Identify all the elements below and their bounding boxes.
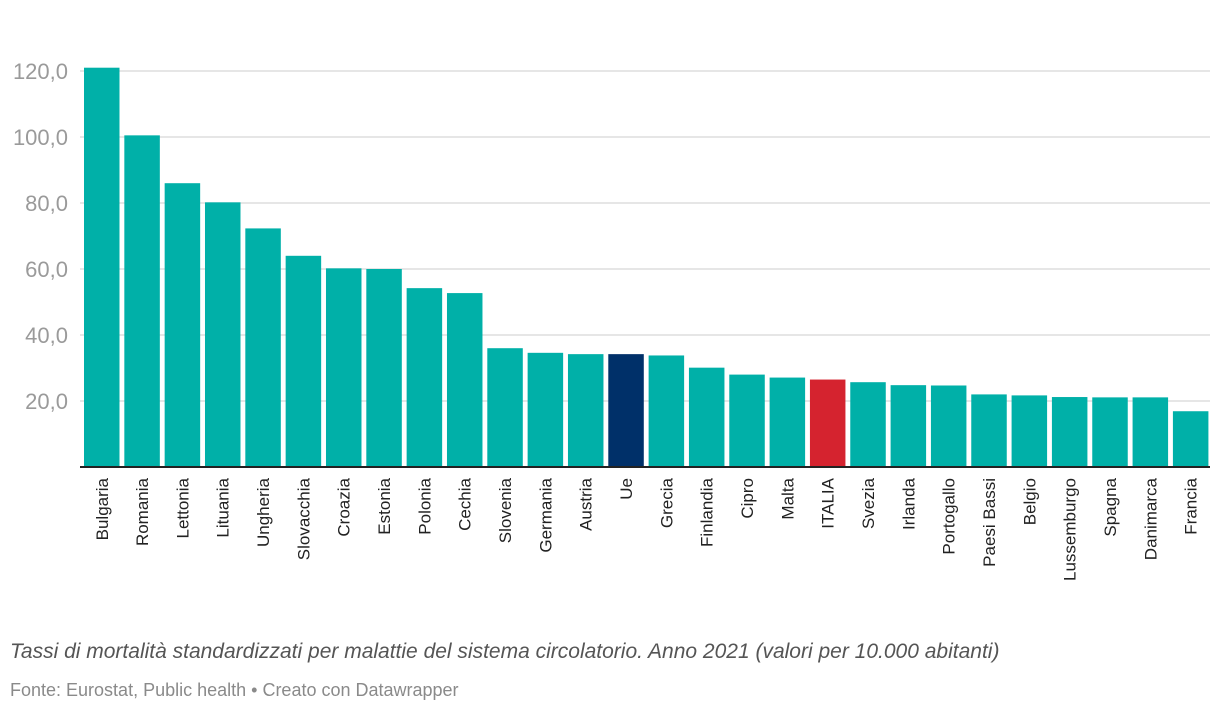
chart-caption: Tassi di mortalità standardizzati per ma…	[10, 640, 1000, 663]
bar-lituania	[204, 202, 241, 467]
bar-malta	[769, 377, 806, 467]
x-tick-label: Lussemburgo	[1061, 478, 1080, 581]
bar-francia	[1172, 411, 1209, 467]
y-tick-label: 100,0	[13, 125, 68, 150]
bars	[84, 67, 1209, 467]
y-tick-label: 80,0	[25, 191, 68, 216]
x-tick-label: Estonia	[375, 477, 394, 534]
bar-chart: 20,0 40,0 60,0 80,0 100,0 120,0 Bulgaria Roman…	[13, 59, 1210, 581]
x-tick-label: Germania	[536, 477, 555, 552]
bar-portogallo	[930, 385, 967, 467]
x-tick-label: Irlanda	[899, 477, 918, 530]
bar-austria	[567, 354, 604, 467]
y-tick-label: 120,0	[13, 59, 68, 84]
x-tick-label: Belgio	[1020, 478, 1039, 525]
x-tick-label: Finlandia	[698, 477, 717, 547]
x-tick-label: Ungheria	[254, 477, 273, 547]
bar-ungheria	[245, 228, 281, 467]
y-tick-label: 60,0	[25, 257, 68, 282]
x-tick-label: ITALIA	[819, 477, 838, 528]
bar-svezia	[850, 382, 886, 467]
bar-irlanda	[890, 385, 927, 467]
bar-bulgaria	[84, 67, 120, 467]
x-tick-label: Lettonia	[173, 477, 192, 538]
y-tick-label: 40,0	[25, 323, 68, 348]
chart-source: Fonte: Eurostat, Public health • Creato …	[10, 680, 459, 700]
x-tick-label: Malta	[778, 477, 797, 519]
bar-estonia	[366, 269, 402, 467]
x-tick-label: Svezia	[859, 477, 878, 529]
bar-ue	[608, 354, 644, 467]
y-axis-ticks: 20,0 40,0 60,0 80,0 100,0 120,0	[13, 59, 68, 414]
x-tick-label: Romania	[133, 477, 152, 546]
x-tick-label: Grecia	[657, 477, 676, 528]
x-tick-label: Francia	[1182, 477, 1201, 534]
bar-germania	[527, 352, 564, 467]
bar-cechia	[446, 293, 483, 467]
x-tick-label: Cechia	[456, 477, 475, 530]
bar-lussemburgo	[1051, 397, 1088, 467]
x-axis-labels: Bulgaria Romania Lettonia Lituania Ungheria S…	[93, 477, 1201, 581]
x-tick-label: Lituania	[214, 477, 233, 537]
bar-paesi-bassi	[971, 394, 1007, 467]
bar-slovenia	[487, 348, 523, 467]
x-tick-label: Slovenia	[496, 477, 515, 543]
bar-polonia	[406, 288, 443, 467]
bar-belgio	[1011, 395, 1048, 467]
x-tick-label: Slovacchia	[294, 477, 313, 560]
y-tick-label: 20,0	[25, 389, 68, 414]
bar-spagna	[1092, 397, 1128, 467]
x-tick-label: Polonia	[415, 477, 434, 534]
x-tick-label: Spagna	[1101, 477, 1120, 536]
x-tick-label: Cipro	[738, 478, 757, 519]
bar-finlandia	[688, 367, 725, 467]
x-tick-label: Portogallo	[940, 478, 959, 555]
bar-croazia	[325, 268, 362, 467]
bar-lettonia	[164, 183, 201, 467]
bar-slovacchia	[285, 255, 322, 467]
x-tick-label: Croazia	[335, 477, 354, 536]
bar-danimarca	[1132, 397, 1169, 467]
x-tick-label: Ue	[617, 478, 636, 500]
x-tick-label: Paesi Bassi	[980, 478, 999, 567]
bar-cipro	[729, 374, 765, 467]
bar-romania	[124, 135, 160, 467]
bar-grecia	[648, 355, 685, 467]
x-tick-label: Bulgaria	[93, 477, 112, 540]
x-tick-label: Austria	[577, 477, 596, 530]
x-tick-label: Danimarca	[1141, 477, 1160, 560]
bar-italia	[809, 379, 846, 467]
